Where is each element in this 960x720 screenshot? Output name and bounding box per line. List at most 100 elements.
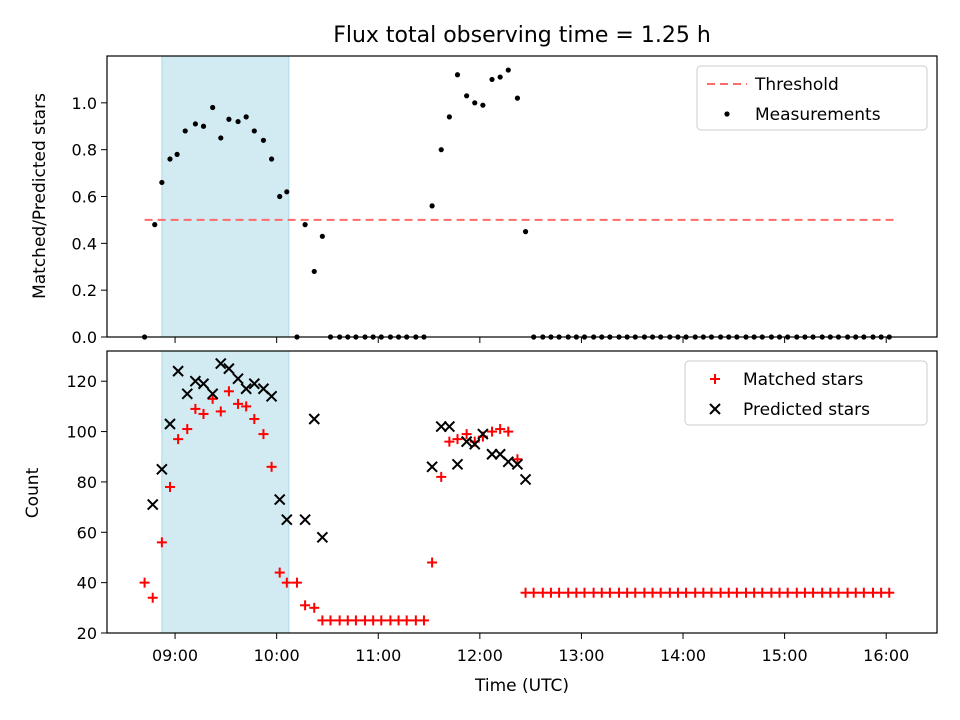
top-series-0-point [302,222,308,228]
top-series-0-point [268,156,275,162]
bottom-series-0-point [156,537,167,548]
bottom-series-0-point [350,615,361,626]
bottom-series-1-point-b [164,418,176,430]
bottom-series-1-point [308,413,320,425]
bottom-series-1-point-b [443,420,456,433]
bottom-series-1-point [172,365,184,377]
bottom-series-1-point-b [308,413,320,425]
legend-measurements-label: Measurements [755,105,881,125]
bottom-series-1-point [435,420,447,433]
bottom-series-1-point [189,375,202,387]
bottom-series-0-point [249,413,260,424]
bottom-y-tick-label: 120 [66,372,97,391]
bottom-series-0-point [223,386,234,397]
bottom-series-1-point-b [240,383,252,395]
bottom-series-0-point [731,587,742,598]
top-series-0-point [251,128,257,134]
bottom-series-1-point-b [281,513,293,526]
bottom-series-0-point [258,429,269,440]
bottom-x-tick-label: 12:00 [457,646,503,665]
bottom-series-0-point [233,398,244,409]
bottom-series-0-point [808,587,819,598]
bottom-series-1-point [281,513,293,526]
bottom-series-0-point [858,587,869,598]
top-series-0-point [429,203,435,209]
bottom-series-1-point-b [435,420,447,433]
bottom-series-0-point [655,587,666,598]
top-series-0-point [480,102,486,108]
bottom-series-1-point [240,383,252,395]
bottom-series-0-point [418,615,429,626]
bottom-series-1-point-b [460,435,473,448]
bottom-series-1-point [265,390,278,403]
bottom-series-1-point [248,378,261,390]
bottom-series-0-point [190,403,201,414]
bottom-series-1-point-b [206,388,219,400]
top-series-0-point [260,137,267,143]
bottom-series-0-point [487,426,498,437]
bottom-x-tick-label: 14:00 [660,646,706,665]
bottom-series-1-point [486,448,498,460]
bottom-panel: Count Time (UTC) 20 40 60 80 100 120 09:00 10:0… [23,350,938,696]
bottom-series-1-point-b [426,461,438,473]
bottom-series-1-point [273,493,286,506]
top-series-0-point [284,189,290,195]
bottom-series-0-point [266,461,277,472]
bottom-axes-frame [106,350,938,634]
bottom-series-0-point [291,577,302,588]
bottom-series-1-point [197,378,210,390]
top-y-tick-label: 1.0 [72,94,97,113]
bottom-series-0-point [706,587,717,598]
top-y-tick-label: 0.6 [72,188,97,207]
bottom-series-0-point [833,587,844,598]
bottom-series-0-point [884,587,895,598]
top-series-0-point [192,121,198,127]
legend-matched-swatch [710,374,720,384]
bottom-series-1-point-b [156,463,168,476]
top-series-0-point [311,268,317,275]
bottom-x-tick-label: 16:00 [863,646,909,665]
bottom-series-1-point-b [197,378,210,390]
bottom-series-1-point-b [502,456,514,468]
top-series-0-point [438,147,444,153]
top-series-0-point [235,118,241,125]
bottom-x-tick-label: 13:00 [558,646,604,665]
bottom-series-0-point [147,592,158,603]
bottom-series-0-point [401,615,412,626]
top-series-0-point [210,104,216,111]
bottom-series-0-point [782,587,793,598]
top-series-0-point [505,67,511,73]
bottom-series-0-point [198,408,209,419]
bottom-y-tick-label: 40 [77,574,97,593]
bottom-series-1-point-b [511,458,524,471]
bottom-series-0-point [681,587,692,598]
bottom-series-1-point-b [273,493,286,506]
top-series-0-point [522,229,529,235]
bottom-y-tick-label: 80 [77,473,97,492]
bottom-series-1-point-b [265,390,278,403]
top-series-0-point [167,156,173,162]
bottom-series-0-point [554,587,565,598]
bottom-series-1-point [215,357,227,370]
bottom-series-1-point [511,458,524,471]
bottom-series-1-point [156,463,168,476]
bottom-series-1-point-b [257,383,270,395]
bottom-series-1-point [147,498,159,511]
top-series-0-point [200,123,207,129]
bottom-x-tick-label: 15:00 [762,646,808,665]
bottom-x-tick-label: 09:00 [152,646,198,665]
bottom-series-0-point [309,602,320,613]
top-series-0-point [464,93,470,99]
top-y-axis-label: Matched/Predicted stars [30,93,50,299]
bottom-y-axis-label: Count [23,467,43,518]
legend-measurements-swatch [724,111,730,117]
bottom-series-0-point [427,557,438,568]
top-series-0-point [218,135,224,141]
top-series-0-point [243,114,249,120]
bottom-series-0-point [207,393,218,404]
bottom-series-1-point [426,461,438,473]
top-series-0-point [489,76,495,83]
top-legend-box [696,65,928,131]
bottom-legend-box [684,360,928,426]
